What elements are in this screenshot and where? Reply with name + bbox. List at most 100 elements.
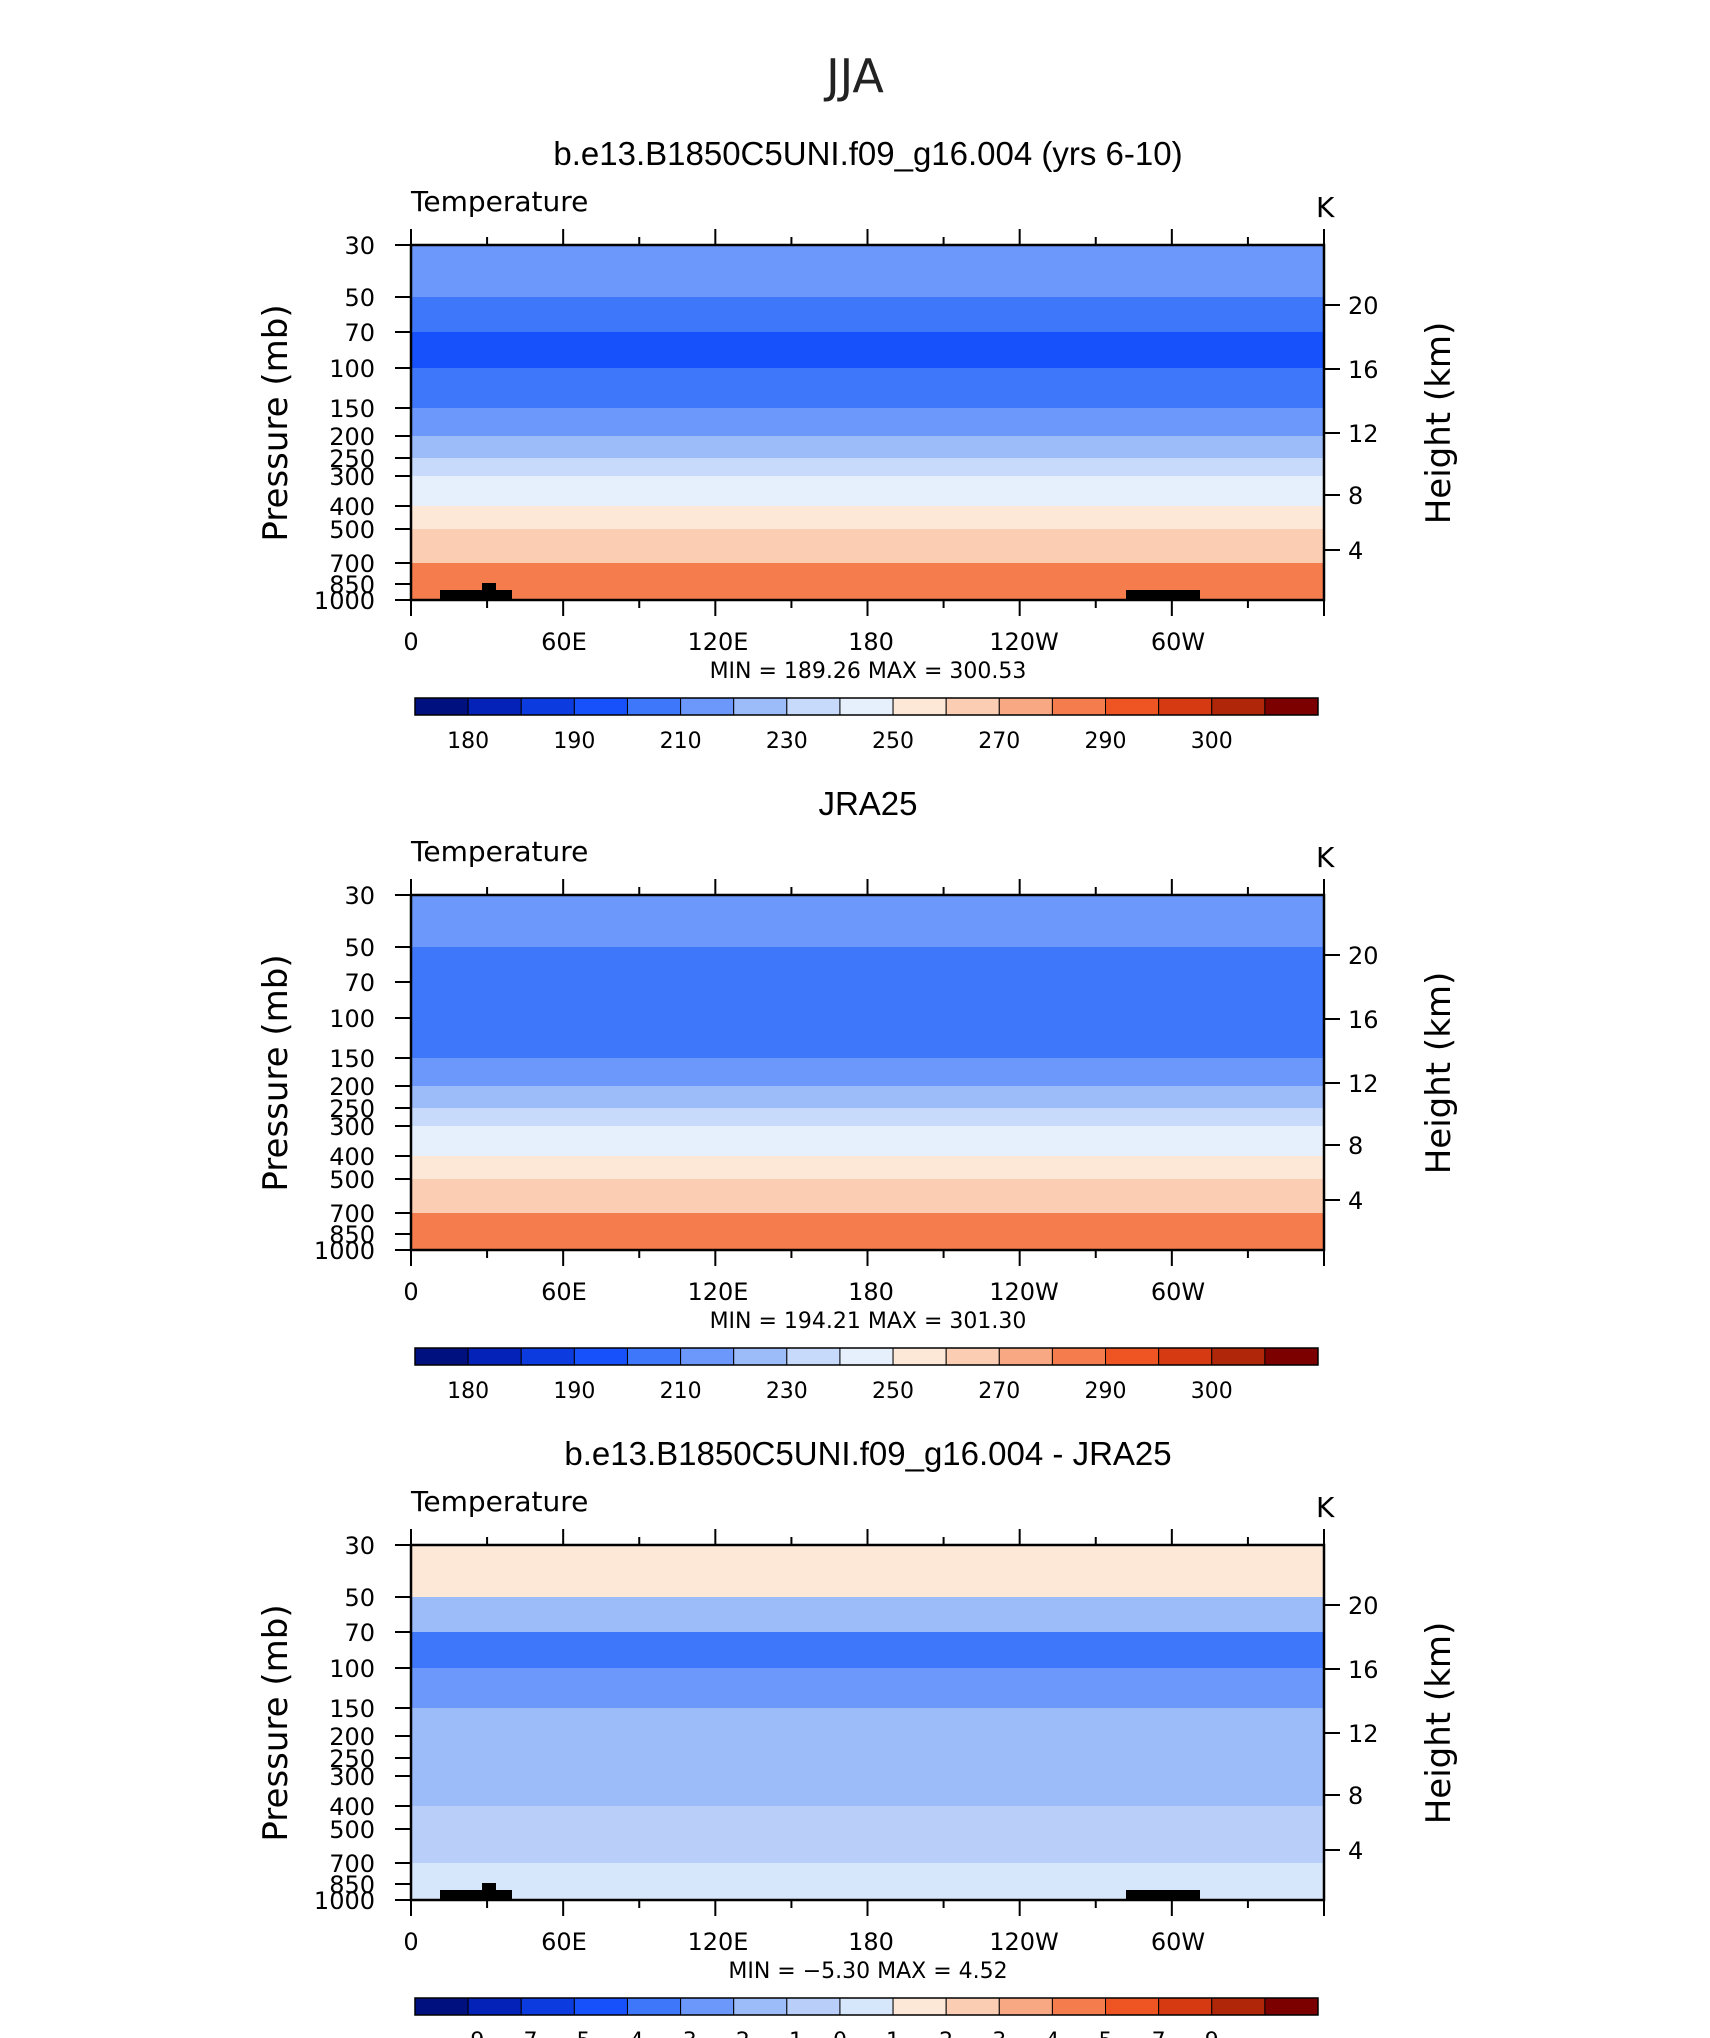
- topography-block: [1126, 1890, 1200, 1900]
- colorbar-swatch: [414, 697, 469, 716]
- y-tick-label: 1000: [314, 1237, 375, 1265]
- y-tick-label: 500: [329, 516, 375, 544]
- contour-band: [411, 1058, 1324, 1086]
- y-tick-label: 200: [329, 423, 375, 451]
- contour-band: [411, 1736, 1324, 1776]
- y-axis-label: Pressure (mb): [256, 954, 296, 1191]
- panel-title: b.e13.B1850C5UNI.f09_g16.004 - JRA25: [564, 1435, 1171, 1472]
- colorbar-label: 270: [978, 1379, 1020, 1404]
- colorbar-swatch: [1211, 697, 1266, 716]
- x-tick-label: 120E: [688, 1928, 749, 1956]
- colorbar-label: 300: [1191, 729, 1233, 754]
- colorbar-label: 1: [886, 2029, 900, 2038]
- units-label: K: [1316, 841, 1335, 874]
- topography-block: [440, 1890, 512, 1900]
- y-tick-label: 300: [329, 1113, 375, 1141]
- colorbar-swatch: [414, 1347, 469, 1366]
- colorbar-swatch: [1105, 697, 1160, 716]
- y-axis-right-label: Height (km): [1419, 322, 1459, 525]
- colorbar-swatch: [998, 1347, 1053, 1366]
- contour-band: [411, 1156, 1324, 1179]
- variable-label: Temperature: [410, 185, 588, 218]
- colorbar-label: −2: [717, 2029, 749, 2038]
- y-tick-label: 30: [344, 1532, 375, 1560]
- x-tick-label: 120W: [989, 1928, 1059, 1956]
- contour-band: [411, 458, 1324, 476]
- contour-band: [411, 245, 1324, 297]
- y-axis-label: Pressure (mb): [256, 304, 296, 541]
- colorbar-swatch: [1211, 1347, 1266, 1366]
- colorbar-swatch: [1051, 697, 1107, 716]
- contour-band: [411, 584, 1324, 600]
- colorbar-swatch: [520, 697, 575, 716]
- contour-band: [411, 947, 1324, 982]
- y-right-tick-label: 4: [1348, 1837, 1363, 1865]
- colorbar-label: 3: [992, 2029, 1006, 2038]
- y-tick-label: 100: [329, 1005, 375, 1033]
- colorbar-label: −5: [558, 2029, 590, 2038]
- y-right-tick-label: 20: [1348, 942, 1379, 970]
- x-tick-label: 60W: [1151, 1278, 1205, 1306]
- stats-line: MIN = 189.26 MAX = 300.53: [710, 659, 1027, 684]
- colorbar-label: 7: [1152, 2029, 1166, 2038]
- variable-label: Temperature: [410, 1485, 588, 1518]
- colorbar-swatch: [520, 1347, 575, 1366]
- y-tick-label: 200: [329, 1073, 375, 1101]
- colorbar-swatch: [573, 1997, 628, 2016]
- y-tick-label: 700: [329, 1850, 375, 1878]
- colorbar-swatch: [1211, 1997, 1266, 2016]
- colorbar-swatch: [680, 697, 735, 716]
- contour-band: [411, 408, 1324, 436]
- y-tick-label: 850: [329, 571, 375, 599]
- y-tick-label: 850: [329, 1871, 375, 1899]
- contour-band: [411, 476, 1324, 506]
- x-tick-label: 60W: [1151, 628, 1205, 656]
- colorbar-label: 300: [1191, 1379, 1233, 1404]
- colorbar-label: 290: [1085, 729, 1127, 754]
- y-tick-label: 700: [329, 1200, 375, 1228]
- x-tick-label: 60E: [541, 628, 587, 656]
- contour-band: [411, 529, 1324, 563]
- colorbar-swatch: [786, 1347, 841, 1366]
- contour-band: [411, 1179, 1324, 1213]
- colorbar-swatch: [1105, 1347, 1160, 1366]
- y-tick-label: 500: [329, 1166, 375, 1194]
- colorbar-frame: [414, 697, 1319, 716]
- y-right-tick-label: 16: [1348, 1656, 1379, 1684]
- contour-band: [411, 1018, 1324, 1058]
- panel-3: b.e13.B1850C5UNI.f09_g16.004 - JRA25 Temp…: [256, 1435, 1459, 2038]
- y-tick-label: 250: [329, 445, 375, 473]
- y-tick-label: 1000: [314, 587, 375, 615]
- colorbar-label: 230: [766, 1379, 808, 1404]
- variable-label: Temperature: [410, 835, 588, 868]
- colorbar-swatch: [892, 1347, 947, 1366]
- colorbar-swatch: [892, 1997, 947, 2016]
- contour-band: [411, 436, 1324, 458]
- x-tick-label: 60W: [1151, 1928, 1205, 1956]
- contour-band: [411, 1126, 1324, 1156]
- x-tick-label: 180: [848, 1278, 894, 1306]
- y-tick-label: 500: [329, 1816, 375, 1844]
- colorbar-swatch: [1051, 1997, 1107, 2016]
- colorbar-swatch: [733, 1997, 788, 2016]
- y-right-tick-label: 12: [1348, 1070, 1379, 1098]
- y-tick-label: 50: [344, 284, 375, 312]
- y-tick-label: 50: [344, 934, 375, 962]
- colorbar-swatch: [839, 1347, 894, 1366]
- y-tick-label: 700: [329, 550, 375, 578]
- colorbar-label: −3: [664, 2029, 696, 2038]
- contour-band: [411, 1213, 1324, 1234]
- contour-band: [411, 895, 1324, 947]
- contour-band: [411, 1597, 1324, 1632]
- topography-block: [440, 590, 512, 600]
- x-tick-label: 60E: [541, 1278, 587, 1306]
- colorbar-frame: [414, 1347, 1319, 1366]
- contour-band: [411, 1776, 1324, 1806]
- y-right-tick-label: 20: [1348, 292, 1379, 320]
- colorbar-swatch: [1158, 1997, 1213, 2016]
- colorbar-swatch: [945, 1347, 1000, 1366]
- colorbar-swatch: [998, 1997, 1053, 2016]
- colorbar-swatch: [733, 697, 788, 716]
- colorbar-swatch: [626, 697, 682, 716]
- stats-line: MIN = −5.30 MAX = 4.52: [728, 1959, 1007, 1984]
